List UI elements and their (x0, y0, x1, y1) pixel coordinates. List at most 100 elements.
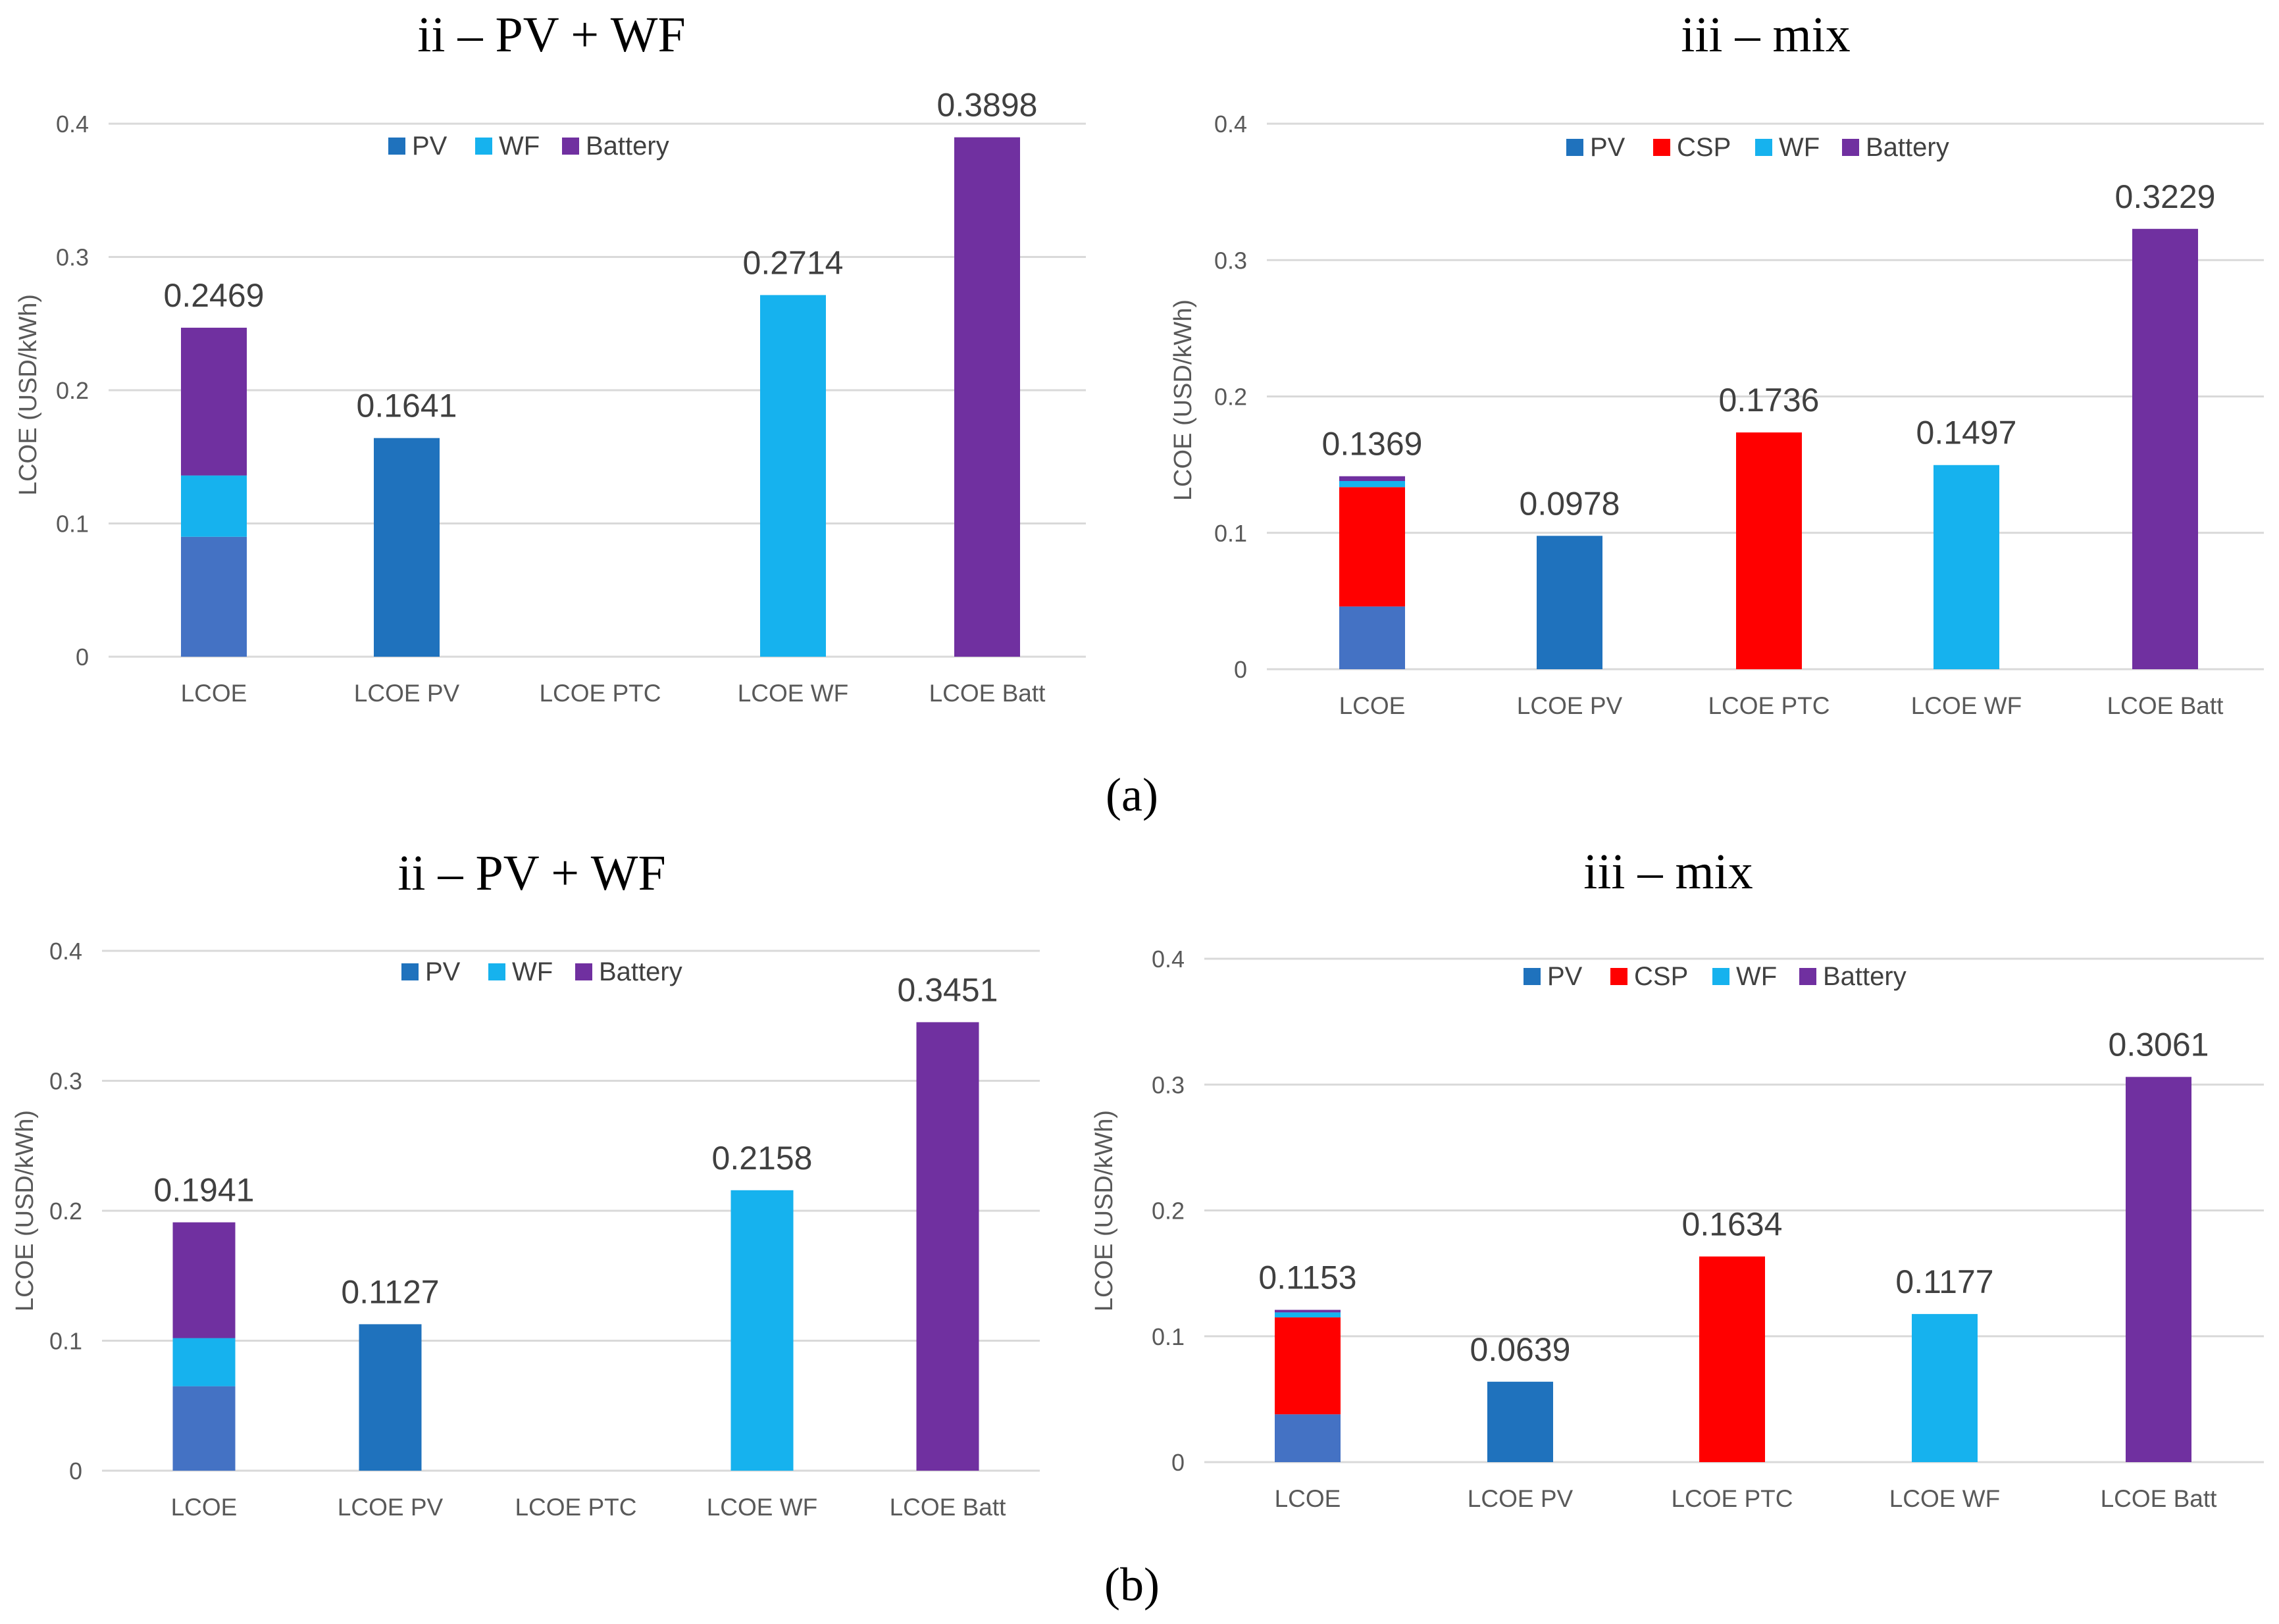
bar-lcoe-batt (954, 137, 1020, 657)
category-label: LCOE Batt (2101, 1485, 2218, 1512)
y-tick-label: 0.3 (56, 244, 89, 271)
stack-segment-wf (181, 475, 247, 537)
stack-segment-wf (1339, 480, 1405, 488)
stack-segment-wf (172, 1338, 236, 1386)
bar-lcoe-batt (916, 1022, 979, 1471)
y-tick-label: 0.3 (49, 1068, 82, 1095)
data-label: 0.1153 (1258, 1259, 1356, 1296)
panel-label-b: (b) (1104, 1558, 1160, 1611)
data-label: 0.2469 (164, 277, 265, 314)
y-tick-label: 0.2 (1214, 384, 1247, 411)
chart-1: ii – PV + WF 0 0.1 0.2 0.3 0.4 LCOE (USD/kWh) L… (14, 7, 1086, 707)
category-label: LCOE PV (1517, 692, 1623, 719)
data-label: 0.2714 (743, 244, 844, 281)
y-tick-label: 0.2 (1152, 1198, 1185, 1225)
chart-3: ii – PV + WF 0 0.1 0.2 0.3 0.4 LCOE (USD/kWh) L… (11, 846, 1040, 1521)
chart-title: ii – PV + WF (417, 7, 686, 63)
data-label: 0.1641 (357, 388, 457, 424)
bar-lcoe-pv (1537, 536, 1602, 669)
legend-label-pv: PV (425, 957, 461, 986)
legend-swatch-pv (388, 138, 405, 155)
legend-swatch-battery (1799, 968, 1816, 985)
data-label: 0.0978 (1520, 485, 1620, 522)
chart-title: ii – PV + WF (397, 846, 666, 901)
data-label: 0.3898 (937, 87, 1038, 124)
bar-lcoe-pv (359, 1324, 422, 1471)
category-label: LCOE Batt (890, 1494, 1007, 1521)
data-label: 0.1177 (1895, 1263, 1993, 1300)
y-tick-label: 0.4 (1152, 946, 1185, 973)
bar-lcoe-wf (760, 295, 826, 657)
y-tick-label: 0.1 (1214, 520, 1247, 547)
y-tick-label: 0.1 (56, 511, 89, 538)
stack-segment-pv (172, 1386, 236, 1471)
stack-segment-csp (1275, 1317, 1341, 1415)
category-label: LCOE WF (1911, 692, 2022, 719)
legend-label-battery: Battery (599, 957, 682, 986)
data-label: 0.3229 (2115, 178, 2216, 215)
bar-lcoe-pv (374, 438, 440, 657)
y-axis-label: LCOE (USD/kWh) (14, 294, 42, 495)
y-tick-label: 0.4 (1214, 111, 1247, 138)
legend-swatch-csp (1653, 139, 1670, 156)
category-label: LCOE (1339, 692, 1406, 719)
category-label: LCOE PTC (539, 680, 661, 707)
stack-segment-pv (1339, 606, 1405, 669)
legend-label-pv: PV (1590, 133, 1626, 162)
legend-swatch-battery (562, 138, 579, 155)
y-tick-label: 0.1 (1152, 1323, 1185, 1350)
data-label: 0.0639 (1470, 1331, 1571, 1368)
chart-2: iii – mix 0 0.1 0.2 0.3 0.4 LCOE (USD/kWh) LCOE… (1169, 7, 2264, 719)
y-tick-label: 0 (1171, 1449, 1185, 1476)
data-label: 0.1127 (341, 1273, 439, 1310)
category-label: LCOE PTC (1671, 1485, 1793, 1512)
data-label: 0.2158 (712, 1140, 813, 1177)
legend-label-wf: WF (499, 132, 540, 161)
stack-segment-battery (1339, 476, 1405, 481)
data-label: 0.3061 (2109, 1027, 2209, 1063)
y-axis-label: LCOE (USD/kWh) (11, 1110, 39, 1311)
y-tick-label: 0.2 (49, 1198, 82, 1225)
legend-swatch-wf (475, 138, 492, 155)
bar-lcoe-wf (1933, 465, 1999, 669)
data-label: 0.1497 (1916, 415, 2017, 451)
category-label: LCOE PV (338, 1494, 444, 1521)
legend-swatch-wf (488, 963, 505, 980)
legend-label-csp: CSP (1677, 133, 1731, 162)
y-tick-label: 0.3 (1214, 247, 1247, 274)
legend-label-pv: PV (1547, 962, 1583, 991)
legend-label-pv: PV (412, 132, 448, 161)
legend-swatch-battery (575, 963, 592, 980)
data-label: 0.1736 (1719, 382, 1820, 419)
legend-label-wf: WF (512, 957, 553, 986)
y-tick-label: 0.2 (56, 377, 89, 404)
bar-lcoe-batt (2132, 228, 2198, 669)
bar-lcoe-ptc (1736, 432, 1802, 669)
stack-segment-pv (1275, 1414, 1341, 1462)
category-label: LCOE (1275, 1485, 1341, 1512)
category-label: LCOE PV (1468, 1485, 1574, 1512)
legend-swatch-csp (1610, 968, 1627, 985)
legend-swatch-battery (1842, 139, 1859, 156)
legend-swatch-wf (1712, 968, 1729, 985)
chart-title: iii – mix (1583, 844, 1753, 900)
bar-lcoe-wf (730, 1190, 794, 1471)
data-label: 0.1941 (154, 1172, 255, 1209)
data-label: 0.1369 (1322, 426, 1423, 463)
y-tick-label: 0.4 (56, 111, 89, 138)
stack-segment-battery (172, 1222, 236, 1338)
y-tick-label: 0.1 (49, 1328, 82, 1355)
bar-lcoe-wf (1912, 1313, 1978, 1462)
legend-swatch-pv (401, 963, 419, 980)
charts-container: ii – PV + WF 0 0.1 0.2 0.3 0.4 LCOE (USD/kWh) L… (11, 7, 2264, 1521)
legend-label-battery: Battery (586, 132, 669, 161)
data-label: 0.1634 (1682, 1205, 1783, 1242)
y-axis-label: LCOE (USD/kWh) (1169, 299, 1197, 501)
legend-label-battery: Battery (1823, 962, 1907, 991)
legend-label-wf: WF (1736, 962, 1777, 991)
category-label: LCOE Batt (929, 680, 1046, 707)
data-label: 0.3451 (898, 971, 998, 1008)
bar-lcoe-pv (1487, 1381, 1553, 1462)
bar-lcoe-ptc (1699, 1256, 1765, 1462)
